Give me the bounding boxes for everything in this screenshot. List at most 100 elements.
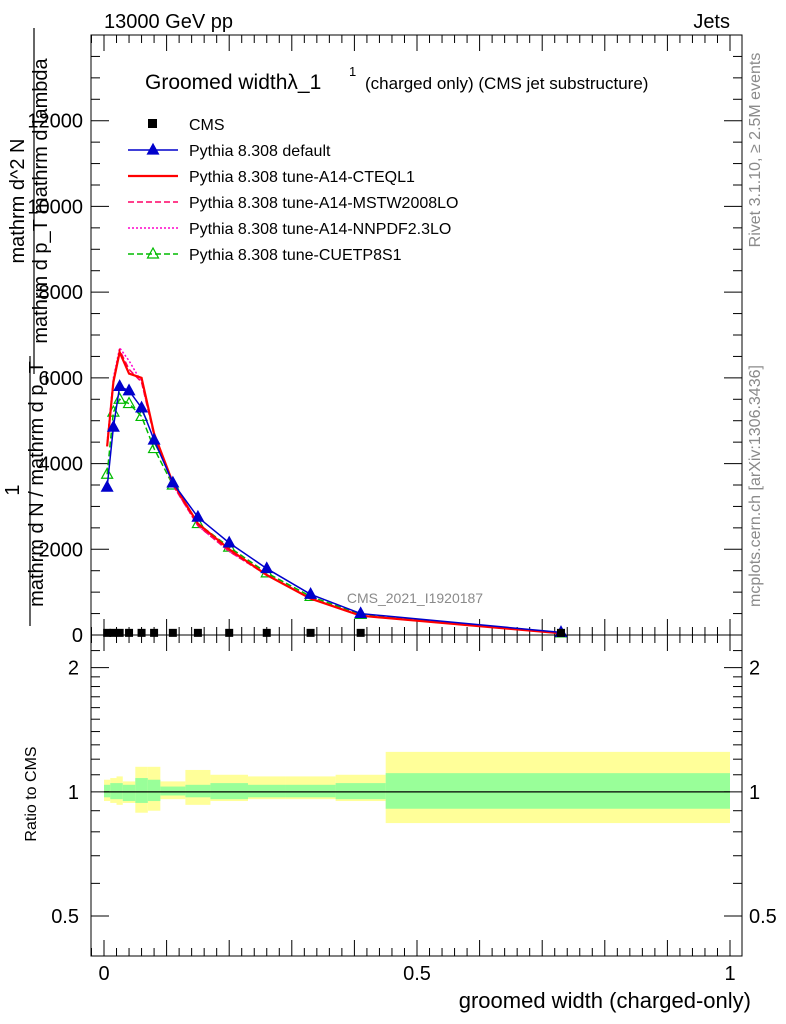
stat-uncertainty-band [247, 784, 286, 798]
stat-uncertainty-band [122, 784, 136, 802]
stat-uncertainty-band [210, 783, 248, 800]
legend-entry: Pythia 8.308 tune-A14-MSTW2008LO [128, 195, 458, 212]
series-pythia-8-308-tune-a14-cteql1 [106, 348, 562, 635]
stat-uncertainty-band [385, 773, 730, 809]
legend-entry: Pythia 8.308 default [128, 142, 331, 160]
ratio-ytick-label-right: 2 [749, 658, 760, 680]
series-marker [122, 383, 136, 396]
cms-data-point [306, 628, 315, 637]
category-label: Jets [693, 11, 730, 33]
ratio-ytick-label: 2 [68, 658, 79, 680]
series-marker [147, 432, 161, 445]
ratio-ytick-label: 1 [68, 782, 79, 804]
cms-data-point [168, 628, 177, 637]
legend-label: Pythia 8.308 tune-A14-NNPDF2.3LO [189, 221, 451, 238]
y-label-prefactor: 1 [2, 484, 24, 495]
cms-data-point [262, 628, 271, 637]
cms-data-point [109, 628, 118, 637]
cms-data-point [225, 628, 234, 637]
legend-label: Pythia 8.308 default [189, 143, 331, 160]
stat-uncertainty-band [104, 784, 111, 798]
ratio-ytick-label-right: 1 [749, 782, 760, 804]
series-marker [100, 479, 114, 492]
series-pythia-8-308-default [100, 379, 568, 638]
ratio-ytick-label: 0.5 [51, 906, 79, 928]
legend-triangle-marker [146, 142, 160, 155]
series-marker [106, 419, 120, 432]
stat-uncertainty-band [116, 783, 123, 800]
series-marker [135, 400, 149, 413]
main-ytick-label: 2000 [39, 539, 84, 561]
series-pythia-8-308-tune-a14-nnpdf2-3lo [106, 346, 562, 635]
main-ytick-label: 10000 [27, 196, 83, 218]
legend-label: Pythia 8.308 tune-A14-CTEQL1 [189, 169, 415, 186]
series-marker [191, 516, 205, 529]
series-line [106, 398, 562, 634]
main-ytick-label: 6000 [39, 368, 84, 390]
stat-uncertainty-band [160, 786, 186, 796]
series-marker [166, 475, 180, 488]
legend: CMS Pythia 8.308 default Pythia 8.308 tune… [128, 117, 458, 264]
cms-data-point [125, 628, 134, 637]
ratio-error-bands [104, 751, 730, 824]
legend-label: CMS [189, 117, 225, 134]
cms-data-point [356, 628, 365, 637]
series-marker [113, 392, 127, 404]
analysis-label: CMS_2021_I1920187 [347, 590, 483, 606]
series-marker [304, 587, 318, 599]
main-ytick-label: 12000 [27, 111, 83, 133]
legend-square-marker [148, 119, 157, 128]
series-line [106, 385, 562, 634]
series-line [106, 347, 562, 635]
main-ytick-label: 0 [72, 625, 83, 647]
legend-entry: Pythia 8.308 tune-CUETP8S1 [128, 246, 402, 264]
ratio-y-label: Ratio to CMS [23, 746, 40, 841]
series-marker [113, 379, 127, 392]
stat-uncertainty-band [135, 778, 148, 803]
legend-triangle-marker [146, 246, 160, 259]
y-label-prefactor-den: mathrm d N / mathrm d p_T [26, 361, 48, 607]
stat-uncertainty-band [147, 779, 161, 802]
chart-title-superscript: 1 [349, 64, 356, 79]
cms-data-point [556, 628, 565, 637]
x-axis-label: groomed width (charged-only) [459, 988, 751, 1013]
cms-data-point [137, 628, 146, 637]
y-axis-label: mathrm d^2 N mathrm d p_T mathrm d lambd… [2, 28, 52, 626]
main-panel: 0 2000 4000 6000 8000 10000 12000 CMS_2021_I19… [2, 28, 743, 647]
legend-entry: Pythia 8.308 tune-A14-CTEQL1 [128, 169, 415, 186]
cms-data-point [193, 628, 202, 637]
main-series-group [100, 346, 568, 638]
ratio-ytick-label-right: 0.5 [749, 906, 777, 928]
y-label-denominator: mathrm d p_T mathrm d lambda [30, 57, 52, 343]
chart-title-suffix: (charged only) (CMS jet substructure) [365, 74, 648, 93]
series-marker [354, 606, 368, 619]
chart-title-main: Groomed widthλ_1 [145, 71, 321, 94]
mcplots-label: mcplots.cern.ch [arXiv:1306.3436] [747, 365, 764, 607]
series-pythia-8-308-tune-a14-mstw2008lo [106, 347, 562, 635]
series-marker [122, 396, 136, 409]
series-marker [222, 535, 236, 548]
series-line [106, 348, 562, 635]
legend-label: Pythia 8.308 tune-CUETP8S1 [189, 247, 402, 264]
ratio-axis-ticks: 0.5 0.5 1 1 2 2 0 0.5 1 [51, 635, 777, 985]
xtick-label: 0.5 [403, 963, 431, 985]
xtick-label: 1 [724, 963, 735, 985]
series-cms [103, 628, 565, 637]
stat-uncertainty-band [110, 783, 117, 800]
xtick-label: 0 [98, 963, 109, 985]
series-line [106, 346, 562, 635]
main-ytick-label: 4000 [39, 454, 84, 476]
cms-data-point [103, 628, 112, 637]
stat-uncertainty-band [185, 784, 211, 798]
series-marker [260, 561, 274, 574]
main-axis-ticks: 0 2000 4000 6000 8000 10000 12000 [27, 35, 742, 647]
legend-entry: CMS [148, 117, 225, 134]
main-ytick-label: 8000 [39, 282, 84, 304]
stat-uncertainty-band [335, 783, 386, 800]
stat-uncertainty-band [285, 784, 336, 798]
ratio-panel: 0.5 0.5 1 1 2 2 0 0.5 1 Ratio to CMS groomed wid… [23, 634, 777, 1013]
cms-data-point [115, 628, 124, 637]
series-marker [100, 467, 114, 479]
energy-label: 13000 GeV pp [104, 11, 233, 33]
